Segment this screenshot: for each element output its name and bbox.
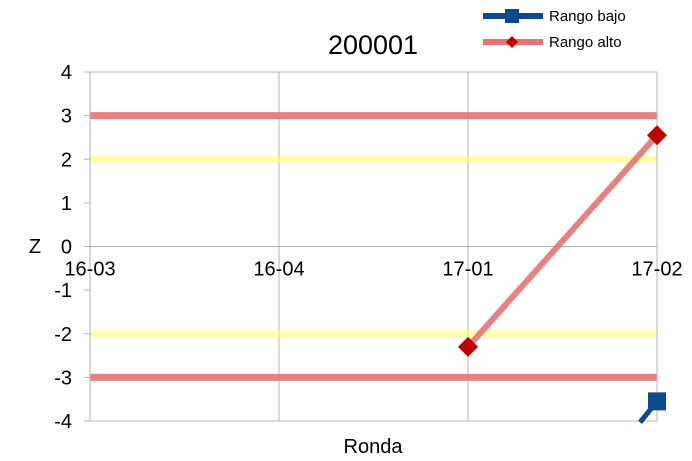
y-tick-label: 1 [61,193,72,215]
data-point [648,392,666,411]
y-tick-label: 0 [61,237,72,259]
x-tick-label: 16-04 [253,259,304,281]
y-tick-label: -1 [54,280,72,302]
x-tick-label: 17-02 [631,259,682,281]
x-tick-label: 17-01 [442,259,493,281]
chart-title: 200001 [328,30,418,60]
legend-marker [505,9,519,23]
y-tick-label: -2 [54,324,72,346]
y-tick-label: -4 [54,411,72,433]
data-point [458,336,478,357]
y-tick-label: 3 [61,106,72,128]
x-tick-label: 16-03 [64,259,115,281]
legend-label: Rango bajo [549,8,626,25]
y-axis-label: Z [29,236,41,258]
series [458,125,667,424]
reference-lines [90,112,657,381]
legend-label: Rango alto [549,34,622,51]
y-tick-label: 4 [61,62,72,84]
x-axis-label: Ronda [344,436,404,458]
y-tick-label: -3 [54,367,72,389]
y-tick-label: 2 [61,149,72,171]
data-point [647,125,667,146]
series-line-1 [465,133,660,349]
axes: 4 3 2 1 0 -1 -2 -3 -4 16-03 16-04 17-01 17-02 [54,62,682,433]
legend-marker [506,36,518,48]
legend: Rango bajo Rango alto [483,8,626,51]
